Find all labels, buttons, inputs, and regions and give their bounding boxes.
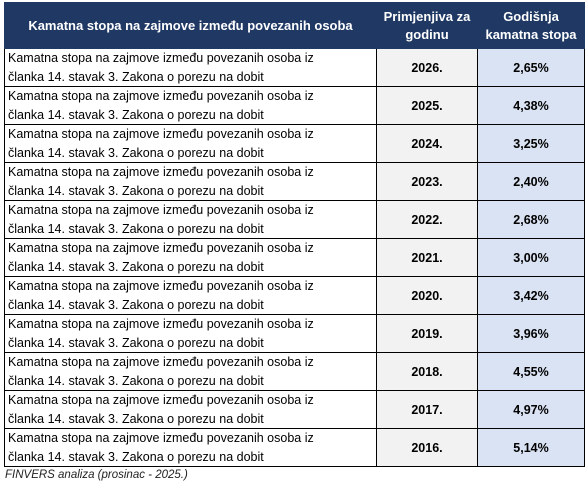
row-year: 2022.: [376, 200, 478, 239]
row-description-line2: članka 14. stavak 3. Zakona o porezu na …: [8, 411, 264, 426]
row-description-line1: Kamatna stopa na zajmove između povezani…: [8, 317, 314, 331]
row-description: Kamatna stopa na zajmove između povezani…: [4, 314, 377, 353]
header-year-line2: godinu: [405, 26, 449, 42]
row-rate: 2,65%: [477, 48, 585, 87]
row-description-line2: članka 14. stavak 3. Zakona o porezu na …: [8, 259, 264, 274]
table-row: Kamatna stopa na zajmove između povezani…: [4, 200, 585, 239]
row-description-line1: Kamatna stopa na zajmove između povezani…: [8, 51, 314, 65]
row-description-line2: članka 14. stavak 3. Zakona o porezu na …: [8, 107, 264, 122]
row-description-line2: članka 14. stavak 3. Zakona o porezu na …: [8, 449, 264, 464]
header-description: Kamatna stopa na zajmove između povezani…: [4, 2, 377, 49]
row-year: 2018.: [376, 352, 478, 391]
table-row: Kamatna stopa na zajmove između povezani…: [4, 162, 585, 201]
row-description: Kamatna stopa na zajmove između povezani…: [4, 200, 377, 239]
rates-table-container: Kamatna stopa na zajmove između povezani…: [4, 2, 585, 481]
row-description-line1: Kamatna stopa na zajmove između povezani…: [8, 203, 314, 217]
table-row: Kamatna stopa na zajmove između povezani…: [4, 48, 585, 87]
row-description-line1: Kamatna stopa na zajmove između povezani…: [8, 393, 314, 407]
row-description-line1: Kamatna stopa na zajmove između povezani…: [8, 241, 314, 255]
row-rate: 3,00%: [477, 238, 585, 277]
row-rate: 3,96%: [477, 314, 585, 353]
row-description: Kamatna stopa na zajmove između povezani…: [4, 48, 377, 87]
row-description-line2: članka 14. stavak 3. Zakona o porezu na …: [8, 183, 264, 198]
header-year-line1: Primjenjiva za: [383, 8, 471, 24]
header-year: Primjenjiva za godinu: [376, 2, 478, 49]
row-description-line2: članka 14. stavak 3. Zakona o porezu na …: [8, 69, 264, 84]
row-description-line1: Kamatna stopa na zajmove između povezani…: [8, 89, 314, 103]
row-description: Kamatna stopa na zajmove između povezani…: [4, 162, 377, 201]
table-row: Kamatna stopa na zajmove između povezani…: [4, 124, 585, 163]
row-year: 2016.: [376, 428, 478, 467]
row-description: Kamatna stopa na zajmove između povezani…: [4, 352, 377, 391]
table-row: Kamatna stopa na zajmove između povezani…: [4, 390, 585, 429]
row-description: Kamatna stopa na zajmove između povezani…: [4, 86, 377, 125]
row-rate: 4,55%: [477, 352, 585, 391]
header-rate-line2: kamatna stopa: [485, 26, 577, 42]
row-rate: 4,38%: [477, 86, 585, 125]
row-description-line2: članka 14. stavak 3. Zakona o porezu na …: [8, 297, 264, 312]
table-row: Kamatna stopa na zajmove između povezani…: [4, 86, 585, 125]
row-rate: 3,42%: [477, 276, 585, 315]
row-year: 2020.: [376, 276, 478, 315]
header-description-label: Kamatna stopa na zajmove između povezani…: [28, 17, 353, 33]
source-note: FINVERS analiza (prosinac - 2025.): [5, 469, 188, 481]
row-rate: 2,40%: [477, 162, 585, 201]
row-rate: 2,68%: [477, 200, 585, 239]
row-year: 2023.: [376, 162, 478, 201]
row-description-line2: članka 14. stavak 3. Zakona o porezu na …: [8, 145, 264, 160]
interest-rate-table: Kamatna stopa na zajmove između povezani…: [4, 2, 585, 467]
row-description-line1: Kamatna stopa na zajmove između povezani…: [8, 355, 314, 369]
row-rate: 3,25%: [477, 124, 585, 163]
row-description: Kamatna stopa na zajmove između povezani…: [4, 238, 377, 277]
row-description-line2: članka 14. stavak 3. Zakona o porezu na …: [8, 221, 264, 236]
row-description: Kamatna stopa na zajmove između povezani…: [4, 124, 377, 163]
row-year: 2017.: [376, 390, 478, 429]
header-rate-line1: Godišnja: [503, 8, 559, 24]
table-row: Kamatna stopa na zajmove između povezani…: [4, 352, 585, 391]
row-description: Kamatna stopa na zajmove između povezani…: [4, 428, 377, 467]
row-year: 2019.: [376, 314, 478, 353]
table-row: Kamatna stopa na zajmove između povezani…: [4, 428, 585, 467]
row-description-line1: Kamatna stopa na zajmove između povezani…: [8, 165, 314, 179]
row-description-line2: članka 14. stavak 3. Zakona o porezu na …: [8, 335, 264, 350]
table-row: Kamatna stopa na zajmove između povezani…: [4, 238, 585, 277]
table-row: Kamatna stopa na zajmove između povezani…: [4, 314, 585, 353]
row-description-line1: Kamatna stopa na zajmove između povezani…: [8, 279, 314, 293]
table-row: Kamatna stopa na zajmove između povezani…: [4, 276, 585, 315]
row-year: 2024.: [376, 124, 478, 163]
row-rate: 5,14%: [477, 428, 585, 467]
row-year: 2025.: [376, 86, 478, 125]
header-rate: Godišnja kamatna stopa: [477, 2, 585, 49]
row-description: Kamatna stopa na zajmove između povezani…: [4, 276, 377, 315]
row-year: 2026.: [376, 48, 478, 87]
table-body: Kamatna stopa na zajmove između povezani…: [4, 48, 585, 467]
row-year: 2021.: [376, 238, 478, 277]
row-description-line2: članka 14. stavak 3. Zakona o porezu na …: [8, 373, 264, 388]
row-description: Kamatna stopa na zajmove između povezani…: [4, 390, 377, 429]
row-rate: 4,97%: [477, 390, 585, 429]
row-description-line1: Kamatna stopa na zajmove između povezani…: [8, 127, 314, 141]
row-description-line1: Kamatna stopa na zajmove između povezani…: [8, 431, 314, 445]
table-header-row: Kamatna stopa na zajmove između povezani…: [4, 2, 585, 49]
